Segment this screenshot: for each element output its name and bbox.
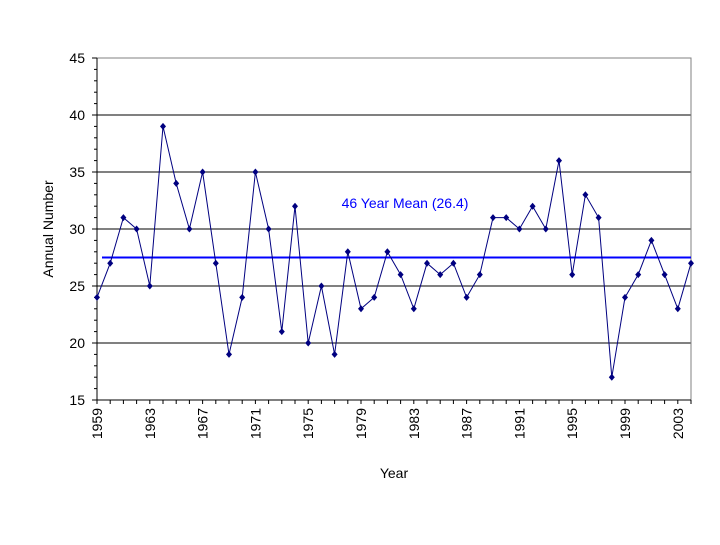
data-point: [265, 225, 272, 233]
data-point: [226, 350, 232, 358]
data-point: [674, 305, 681, 313]
data-point: [384, 248, 391, 256]
data-point: [94, 293, 100, 301]
data-point: [133, 225, 140, 233]
data-point: [305, 339, 312, 347]
data-point: [344, 248, 351, 256]
mean-line-label: 46 Year Mean (26.4): [342, 195, 469, 211]
data-point: [516, 225, 523, 233]
data-point: [212, 259, 219, 267]
y-axis: 15 20 25 30 35 40 45: [69, 50, 98, 408]
x-tick-label: 1987: [459, 408, 475, 439]
x-tick-label: 1963: [142, 408, 158, 439]
x-axis-label: Year: [380, 465, 409, 481]
data-point: [437, 271, 444, 279]
mean-line-group: 46 Year Mean (26.4): [102, 195, 691, 259]
data-point: [556, 157, 562, 165]
data-point: [120, 214, 127, 222]
data-point: [450, 259, 457, 267]
y-tick-label: 15: [69, 392, 85, 408]
data-point: [661, 271, 668, 279]
data-point: [582, 191, 589, 199]
x-tick-label: 1971: [247, 408, 263, 439]
data-point: [318, 282, 325, 290]
data-point: [160, 122, 166, 130]
data-point: [424, 259, 430, 267]
data-point: [331, 350, 338, 358]
data-point: [278, 328, 285, 336]
x-tick-label: 1959: [89, 408, 105, 439]
y-tick-label: 35: [69, 164, 85, 180]
data-point: [476, 271, 483, 279]
x-tick-label: 1991: [511, 408, 527, 439]
data-point: [371, 293, 378, 301]
data-point: [529, 202, 536, 210]
data-point: [146, 282, 153, 290]
y-tick-label: 45: [69, 50, 85, 66]
data-point: [239, 293, 246, 301]
data-point: [410, 305, 417, 313]
data-point: [635, 271, 642, 279]
data-point: [199, 168, 206, 176]
series-line: [96, 126, 692, 378]
data-point: [107, 259, 114, 267]
series-group: [94, 122, 694, 381]
data-point: [595, 214, 602, 222]
y-tick-label: 30: [69, 221, 85, 237]
x-tick-label: 1975: [300, 408, 316, 439]
x-tick-label: 1983: [406, 408, 422, 439]
x-tick-label: 1967: [195, 408, 211, 439]
data-point: [503, 214, 510, 222]
data-point: [490, 214, 496, 222]
data-point: [463, 293, 470, 301]
y-tick-label: 20: [69, 335, 85, 351]
data-point: [569, 271, 576, 279]
data-point: [688, 259, 694, 267]
x-axis: 1959 1963 1967 1971 1975 1979 1983 1987 1991 1995…: [89, 399, 692, 439]
data-point: [542, 225, 549, 233]
data-point: [648, 236, 655, 244]
x-tick-label: 1979: [353, 408, 369, 439]
data-point: [397, 271, 404, 279]
data-point: [292, 202, 298, 210]
data-point: [186, 225, 193, 233]
y-axis-label: Annual Number: [40, 180, 56, 278]
data-point: [622, 293, 628, 301]
x-tick-label: 1999: [617, 408, 633, 439]
y-tick-label: 25: [69, 278, 85, 294]
data-point: [608, 373, 615, 381]
data-point: [358, 305, 364, 313]
data-point: [252, 168, 259, 176]
data-point: [173, 179, 180, 187]
y-tick-label: 40: [69, 107, 85, 123]
x-tick-label: 1995: [564, 408, 580, 439]
x-tick-label: 2003: [670, 408, 686, 439]
